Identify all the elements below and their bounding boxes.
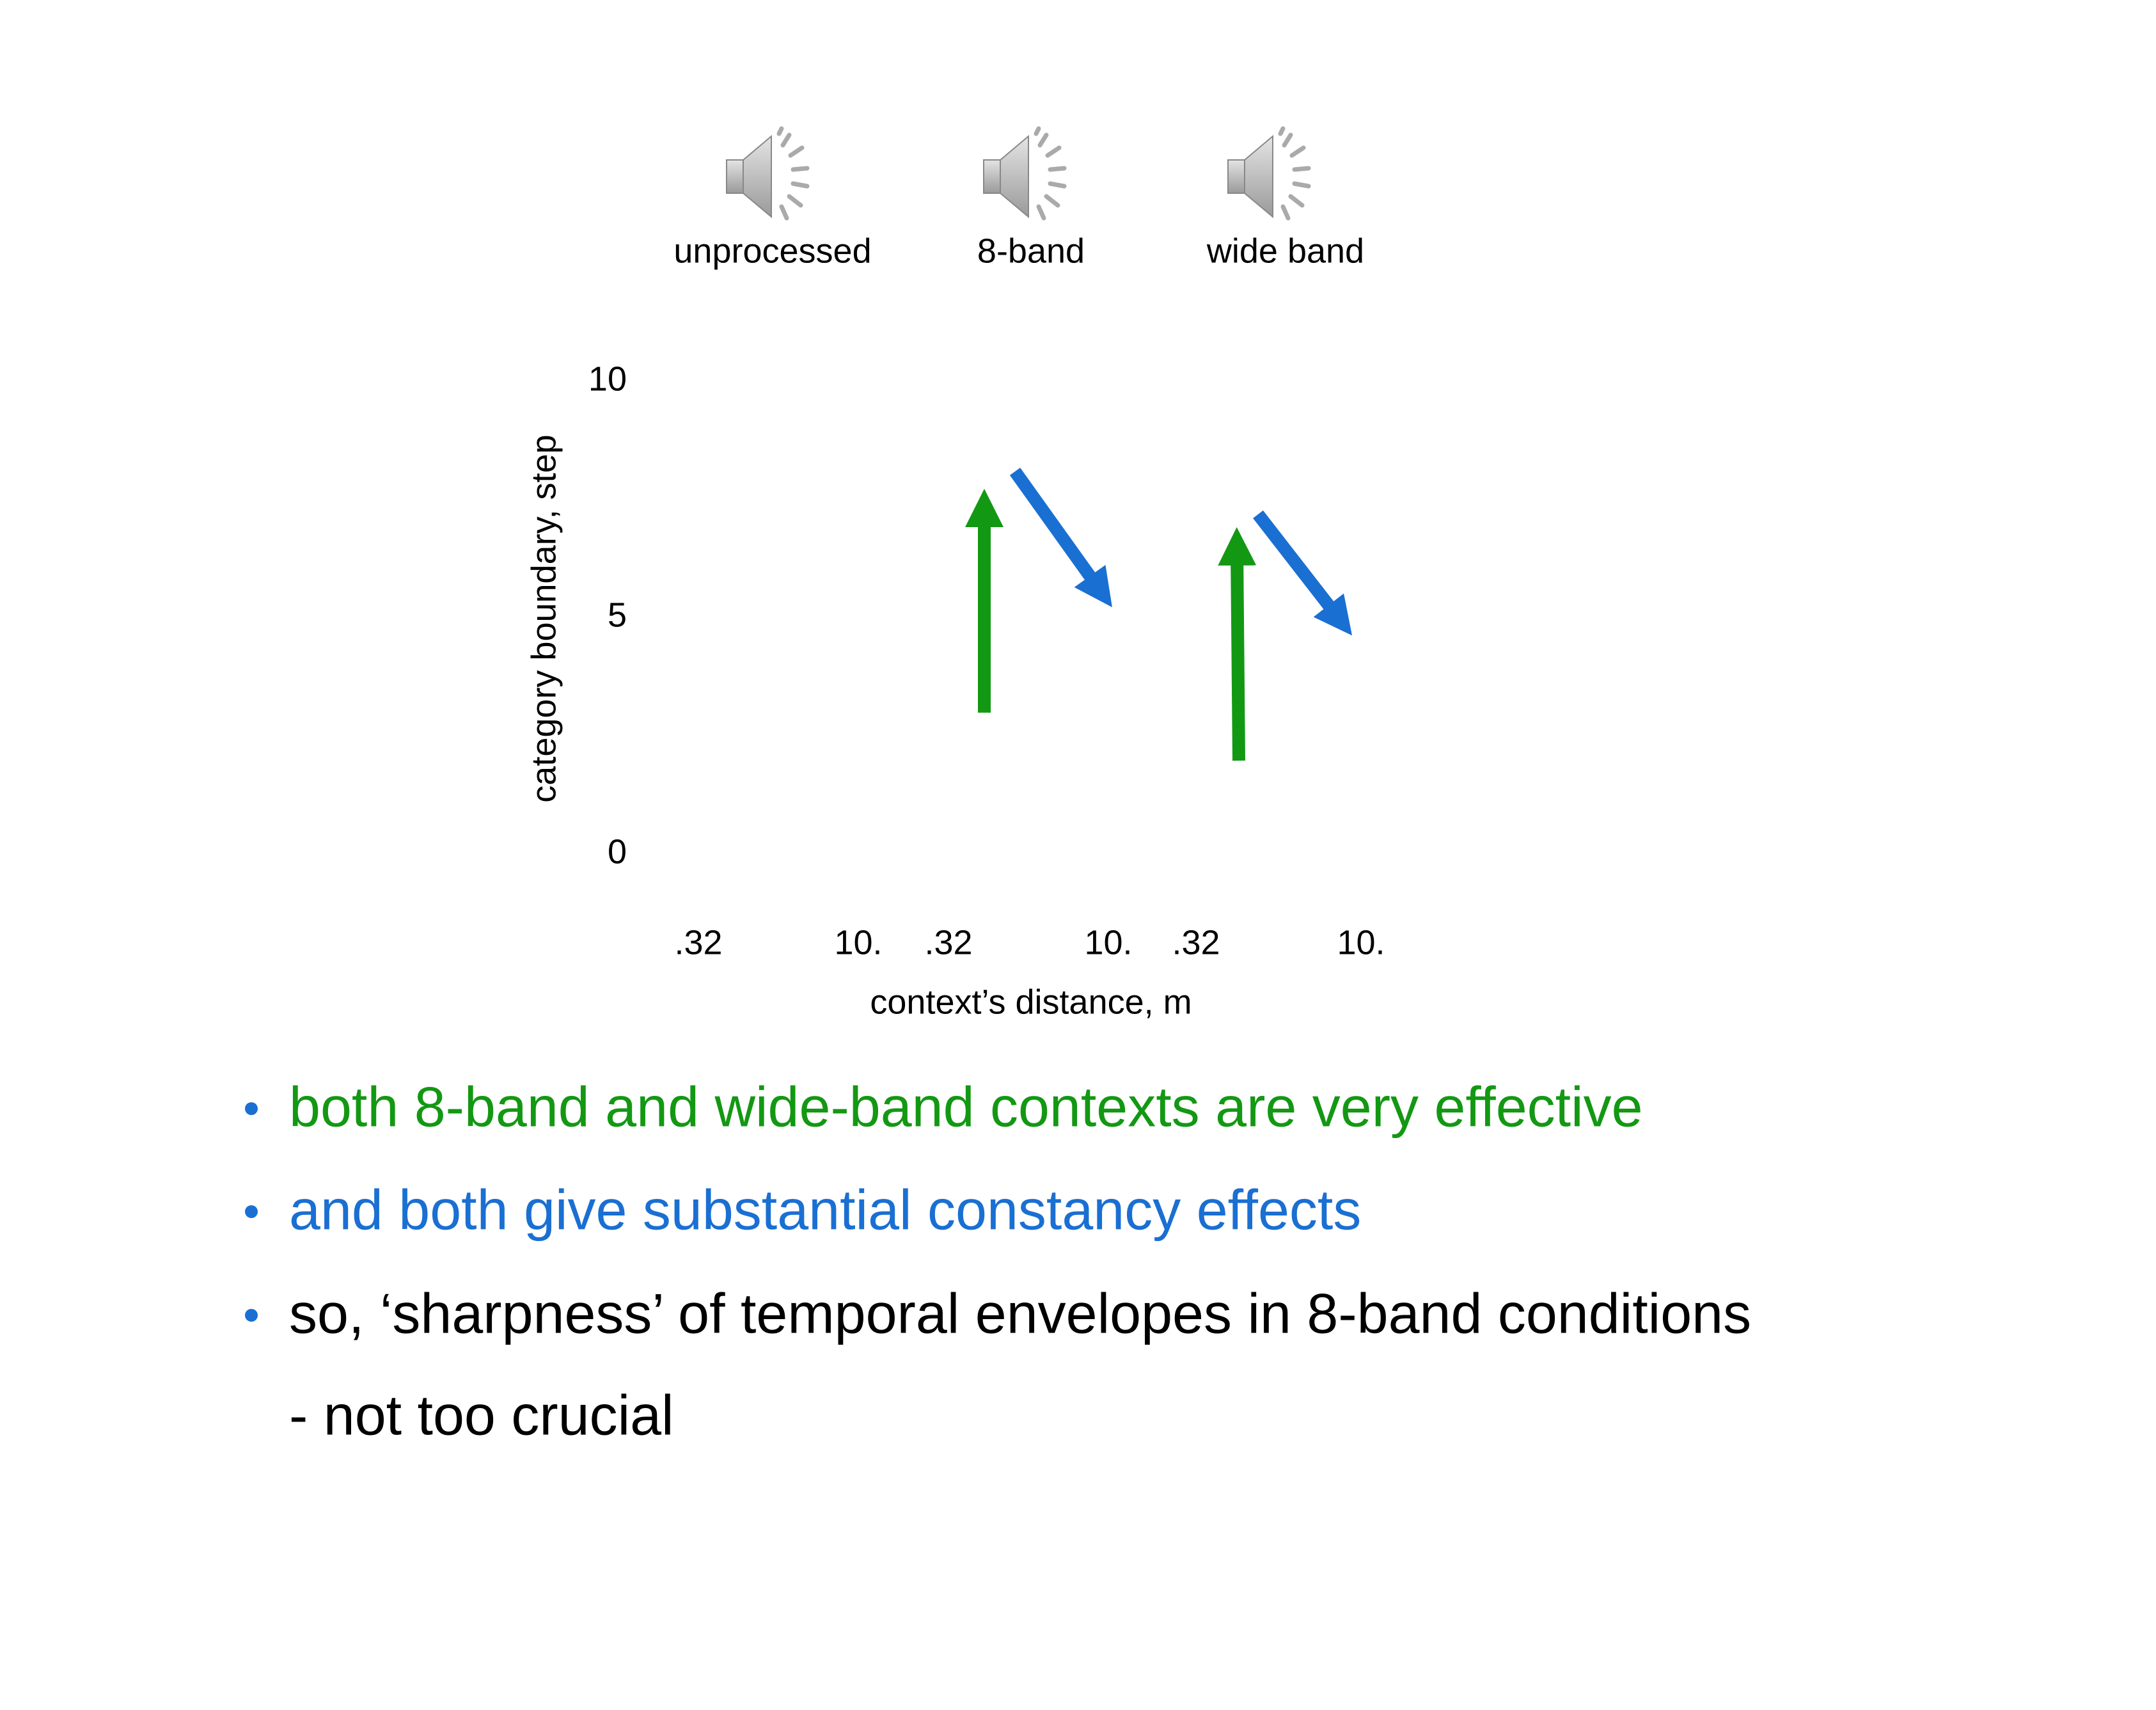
- blue-arrow: [1253, 510, 1353, 636]
- x-tick-label: 10.: [1337, 923, 1385, 962]
- green-arrow: [1218, 527, 1257, 761]
- audio-label: 8-band: [977, 232, 1085, 270]
- x-tick-label: .32: [924, 923, 972, 962]
- bullet-text: both 8-band and wide-band contexts are v…: [289, 1075, 1643, 1138]
- x-tick-label: .32: [674, 923, 722, 962]
- y-tick-label: 5: [608, 596, 627, 634]
- speaker-icon[interactable]: [984, 129, 1064, 218]
- y-tick-label: 10: [588, 360, 627, 398]
- x-tick-label: .32: [1172, 923, 1220, 962]
- x-axis-label: context’s distance, m: [870, 983, 1192, 1021]
- y-axis-label: category boundary, step: [524, 434, 563, 802]
- x-tick-label: 10.: [1084, 923, 1132, 962]
- x-tick-label: 10.: [834, 923, 882, 962]
- audio-label: wide band: [1206, 232, 1364, 270]
- bullet-dot: [245, 1102, 258, 1115]
- speaker-icon[interactable]: [1228, 129, 1309, 218]
- speaker-icon[interactable]: [727, 129, 807, 218]
- audio-label: unprocessed: [673, 232, 871, 270]
- bullet-dot: [245, 1205, 258, 1218]
- bullet-text: and both give substantial constancy effe…: [289, 1178, 1361, 1241]
- sub-bullet: - not too crucial: [289, 1383, 674, 1446]
- bullet-text: so, ‘sharpness’ of temporal envelopes in…: [289, 1281, 1751, 1345]
- y-tick-label: 0: [608, 832, 627, 871]
- blue-arrow: [1009, 468, 1112, 608]
- bullet-dot: [245, 1309, 258, 1322]
